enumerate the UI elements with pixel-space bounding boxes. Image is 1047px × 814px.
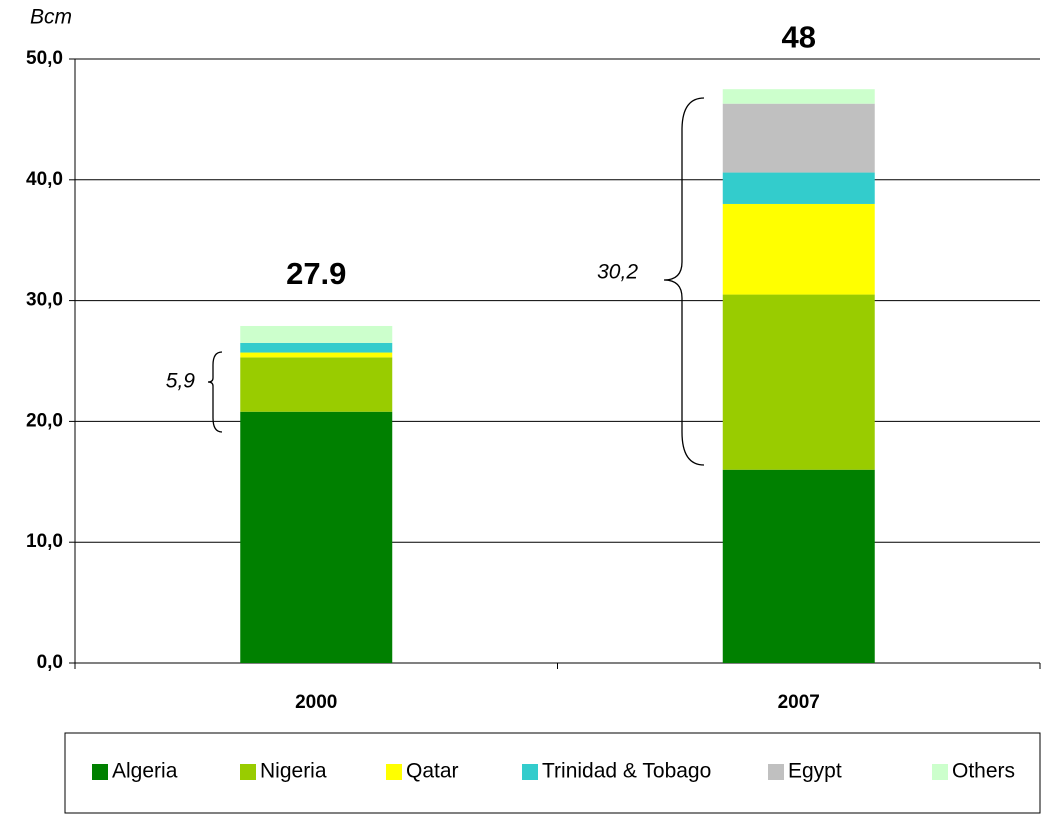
legend-label: Nigeria <box>260 760 327 783</box>
annotation: 30,2 <box>597 261 638 284</box>
bracket <box>663 97 705 466</box>
bar-segment <box>722 172 875 204</box>
y-tick-label: 30,0 <box>26 290 63 311</box>
legend-swatch <box>768 764 784 780</box>
legend-swatch <box>522 764 538 780</box>
bar-segment <box>240 342 393 353</box>
y-tick-label: 50,0 <box>26 48 63 69</box>
legend-swatch <box>386 764 402 780</box>
legend-label: Algeria <box>112 760 178 783</box>
bracket <box>207 351 223 433</box>
legend-label: Egypt <box>788 760 842 783</box>
bar-segment <box>240 357 393 412</box>
x-tick-label: 2000 <box>295 692 337 713</box>
x-tick-label: 2007 <box>778 692 820 713</box>
legend-label: Qatar <box>406 760 459 783</box>
legend-box <box>64 732 1041 814</box>
y-tick-label: 20,0 <box>26 410 63 431</box>
bar-segment <box>722 103 875 173</box>
legend-swatch <box>240 764 256 780</box>
y-tick-label: 40,0 <box>26 169 63 190</box>
annotation: 5,9 <box>166 370 196 393</box>
bar-segment <box>240 325 393 343</box>
total-label: 27.9 <box>286 256 346 291</box>
y-tick-label: 10,0 <box>26 531 63 552</box>
y-axis-label: Bcm <box>30 6 72 29</box>
bar-segment <box>722 203 875 295</box>
legend-swatch <box>932 764 948 780</box>
bar-segment <box>240 352 393 358</box>
y-tick-label: 0,0 <box>37 652 63 673</box>
bar-segment <box>722 89 875 104</box>
legend-swatch <box>92 764 108 780</box>
bar-segment <box>722 294 875 470</box>
legend-label: Others <box>952 760 1015 783</box>
legend-label: Trinidad & Tobago <box>542 760 711 783</box>
bar-segment <box>240 411 393 663</box>
total-label: 48 <box>782 19 816 54</box>
bar-segment <box>722 469 875 663</box>
